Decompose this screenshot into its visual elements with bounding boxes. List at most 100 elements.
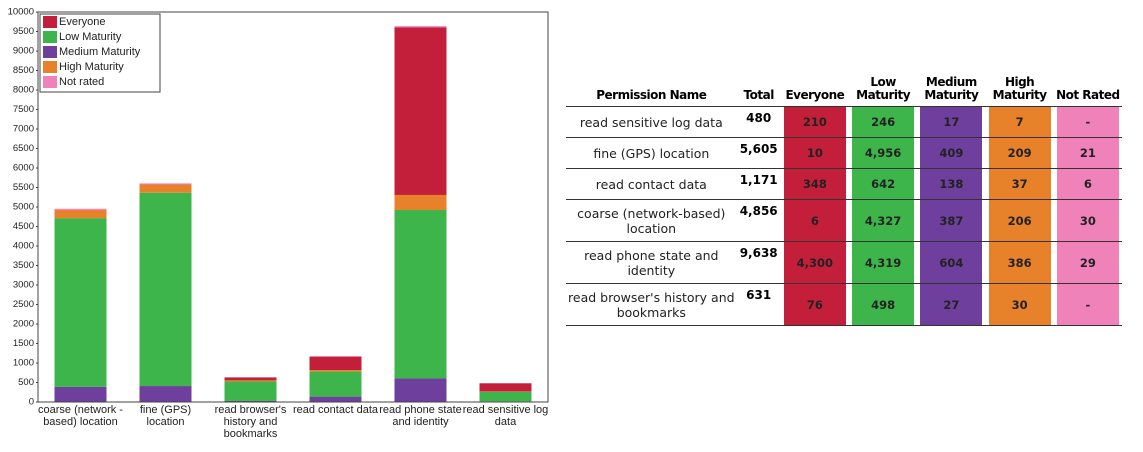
count-value: 386 — [989, 242, 1051, 283]
bar-segment — [225, 377, 277, 380]
count-value: 209 — [989, 138, 1051, 168]
y-tick-label: 1500 — [13, 338, 34, 349]
y-tick-label: 3000 — [13, 280, 34, 291]
y-tick-label: 8500 — [13, 65, 34, 76]
count-cell: 21 — [1054, 138, 1122, 169]
count-cell: 246 — [849, 107, 917, 138]
x-tick-label: read browser's history and bookmarks — [205, 404, 297, 440]
legend-label: Medium Maturity — [59, 46, 141, 58]
y-tick-label: 2000 — [13, 319, 34, 330]
bar-segment — [55, 209, 107, 210]
y-tick-label: 9500 — [13, 26, 34, 37]
count-cell: 348 — [781, 169, 849, 200]
y-tick-label: 6000 — [13, 163, 34, 174]
column-header: Medium Maturity — [917, 76, 985, 107]
count-cell: 498 — [849, 284, 917, 326]
count-value: 206 — [989, 200, 1051, 241]
count-cell: 642 — [849, 169, 917, 200]
x-tick-label: fine (GPS) location — [120, 404, 212, 428]
bar-segment — [310, 372, 362, 397]
legend-label: Everyone — [59, 16, 105, 28]
count-value: 210 — [784, 107, 846, 137]
count-value: 76 — [784, 284, 846, 325]
count-value: 30 — [989, 284, 1051, 325]
x-tick-label: read contact data — [290, 404, 382, 416]
y-tick-label: 10000 — [8, 7, 34, 18]
count-value: 7 — [989, 107, 1051, 137]
total-cell: 1,171 — [737, 169, 781, 200]
count-value: 642 — [852, 169, 914, 199]
count-cell: 37 — [985, 169, 1053, 200]
count-value: 4,319 — [852, 242, 914, 283]
count-value: 387 — [920, 200, 982, 241]
count-value: 30 — [1057, 200, 1119, 241]
permission-name: read contact data — [566, 169, 737, 200]
count-cell: 10 — [781, 138, 849, 169]
column-header: Permission Name — [566, 76, 737, 107]
bar-segment — [310, 370, 362, 371]
column-header: High Maturity — [985, 76, 1053, 107]
count-value: 6 — [1057, 169, 1119, 199]
bar-segment — [225, 382, 277, 401]
permission-name: read phone state and identity — [566, 242, 737, 284]
count-cell: 138 — [917, 169, 985, 200]
permission-name: read sensitive log data — [566, 107, 737, 138]
y-tick-label: 500 — [18, 377, 34, 388]
count-cell: 604 — [917, 242, 985, 284]
bar-segment — [310, 397, 362, 402]
x-tick-label: read sensitive log data — [460, 404, 552, 428]
count-value: 4,300 — [784, 242, 846, 283]
column-header: Not Rated — [1054, 76, 1122, 107]
y-tick-label: 8000 — [13, 85, 34, 96]
count-cell: 210 — [781, 107, 849, 138]
bar-segment — [395, 378, 447, 402]
y-tick-label: 7500 — [13, 104, 34, 115]
count-cell: 76 — [781, 284, 849, 326]
count-value: 10 — [784, 138, 846, 168]
bar-segment — [395, 26, 447, 27]
bar-segment — [310, 357, 362, 371]
count-cell: 30 — [985, 284, 1053, 326]
bar-segment — [140, 183, 192, 184]
count-value: 17 — [920, 107, 982, 137]
count-cell: - — [1054, 284, 1122, 326]
bar-segment — [480, 383, 532, 391]
column-header: Everyone — [781, 76, 849, 107]
count-cell: 7 — [985, 107, 1053, 138]
count-value: 348 — [784, 169, 846, 199]
bar-segment — [140, 193, 192, 386]
total-cell: 9,638 — [737, 242, 781, 284]
bar-segment — [395, 195, 447, 210]
bar-segment — [395, 210, 447, 378]
legend-swatch — [43, 61, 57, 73]
bar-segment — [140, 185, 192, 193]
count-value: 498 — [852, 284, 914, 325]
count-cell: 6 — [1054, 169, 1122, 200]
x-tick-label: read phone state and identity — [375, 404, 467, 428]
count-value: - — [1057, 284, 1119, 325]
column-header: Low Maturity — [849, 76, 917, 107]
column-header: Total — [737, 76, 781, 107]
y-tick-label: 2500 — [13, 299, 34, 310]
count-value: 29 — [1057, 242, 1119, 283]
count-value: 37 — [989, 169, 1051, 199]
bar-segment — [55, 218, 107, 387]
y-tick-label: 3500 — [13, 260, 34, 271]
count-cell: - — [1054, 107, 1122, 138]
x-tick-label: coarse (network -based) location — [35, 404, 127, 428]
count-cell: 27 — [917, 284, 985, 326]
count-value: 6 — [784, 200, 846, 241]
permission-name: coarse (network-based) location — [566, 200, 737, 242]
legend-label: Not rated — [59, 76, 104, 88]
legend-swatch — [43, 31, 57, 43]
y-tick-label: 6500 — [13, 143, 34, 154]
count-value: 138 — [920, 169, 982, 199]
count-cell: 4,319 — [849, 242, 917, 284]
count-value: - — [1057, 107, 1119, 137]
y-tick-label: 0 — [29, 397, 34, 408]
